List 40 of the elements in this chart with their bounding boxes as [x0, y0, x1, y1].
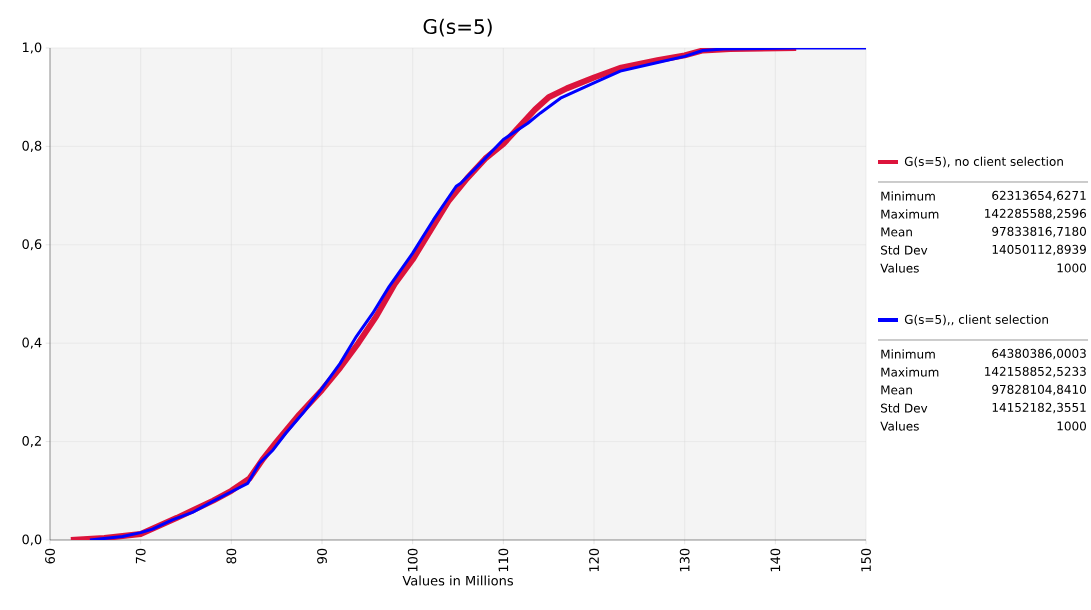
x-tick-label: 70: [135, 548, 146, 564]
y-tick-label: 0,4: [22, 337, 42, 349]
text: Maximum: [881, 367, 939, 377]
text: 64380386,0003: [992, 348, 1086, 360]
text: Std Dev: [881, 403, 928, 413]
y-tick-label: 0,0: [22, 534, 42, 546]
y-tick-label: 1,0: [22, 42, 42, 54]
text: 1000: [1057, 263, 1087, 273]
x-tick-label: 150: [861, 548, 871, 572]
x-axis-title: Values in Millions: [402, 575, 513, 586]
text: Mean: [881, 385, 912, 395]
chart-title: G(s=5): [423, 18, 492, 37]
text: Minimum: [881, 191, 935, 201]
text: 97828104,8410: [992, 384, 1086, 396]
text: 142285588,2596: [985, 208, 1087, 220]
x-tick-label: 110: [498, 548, 509, 572]
x-tick-label: 80: [226, 548, 237, 564]
legend-label: G(s=5), no client selection: [904, 156, 1063, 168]
text: Maximum: [881, 209, 939, 219]
x-tick-label: 100: [407, 548, 418, 572]
y-tick-label: 0,8: [22, 140, 42, 152]
text: 14152182,3551: [992, 402, 1086, 414]
text: Mean: [881, 227, 912, 237]
text: 142158852,5233: [985, 366, 1086, 378]
text: Values: [880, 421, 919, 431]
text: Minimum: [881, 349, 935, 359]
x-tick-label: 120: [589, 548, 599, 572]
x-tick-label: 140: [770, 548, 781, 572]
text: 62313654,6271: [992, 190, 1086, 202]
text: Std Dev: [881, 245, 928, 255]
x-tick-label: 90: [317, 548, 327, 564]
y-tick-label: 0,2: [22, 436, 41, 448]
text: 1000: [1057, 421, 1087, 431]
x-tick-label: 130: [679, 548, 690, 572]
text: 97833816,7180: [992, 226, 1086, 238]
x-tick-label: 60: [45, 548, 55, 564]
y-tick-label: 0,6: [22, 239, 42, 251]
text: 14050112,8939: [992, 244, 1086, 256]
legend-label: G(s=5),, client selection: [904, 314, 1048, 326]
text: Values: [880, 263, 919, 273]
